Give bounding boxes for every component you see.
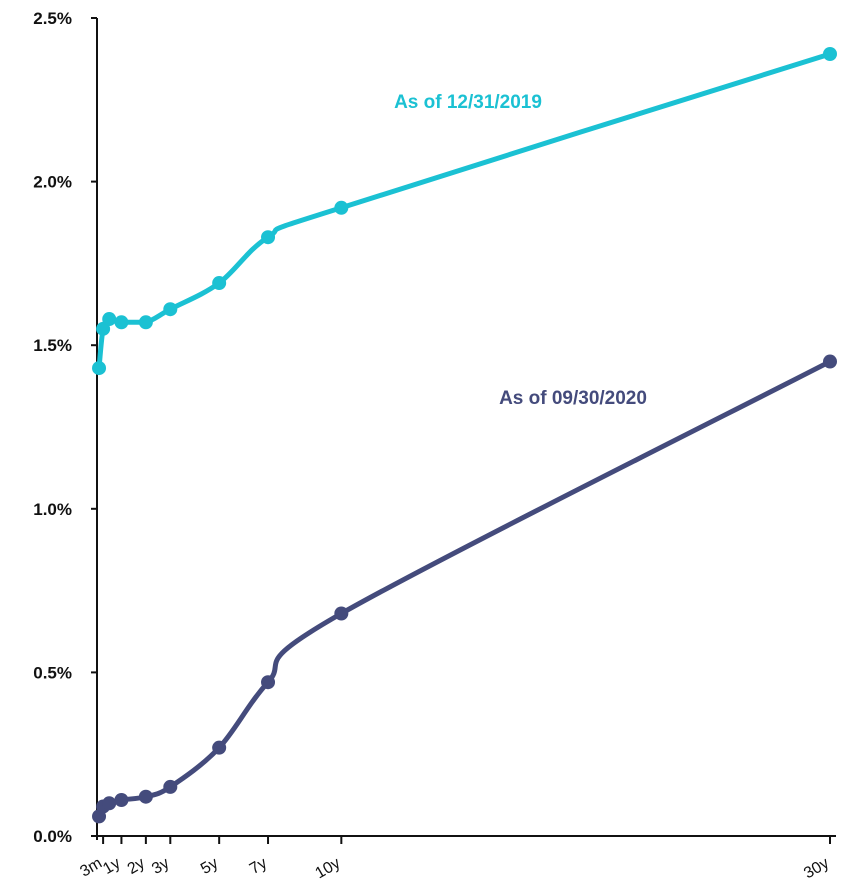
data-point <box>114 315 129 330</box>
y-tick-label: 2.5% <box>33 9 72 28</box>
y-tick-label: 1.5% <box>33 336 72 355</box>
data-point <box>114 793 129 808</box>
series-layer <box>92 46 837 824</box>
x-tick-label: 30y <box>801 855 832 883</box>
series-line <box>96 359 833 819</box>
data-point <box>261 675 276 690</box>
data-point <box>823 46 837 61</box>
data-point <box>138 789 153 804</box>
data-point <box>92 361 107 376</box>
x-tick-label: 2y <box>125 855 148 878</box>
y-tick-label: 0.0% <box>33 827 72 846</box>
y-tick-label: 0.5% <box>33 663 72 682</box>
data-point <box>334 200 349 215</box>
data-point <box>212 740 227 755</box>
x-tick-label: 10y <box>312 855 343 883</box>
data-point <box>163 779 178 794</box>
data-point <box>212 276 227 291</box>
data-point <box>102 796 117 811</box>
data-point <box>261 230 276 245</box>
data-point <box>823 354 837 369</box>
x-tick-label: 3m <box>77 855 105 881</box>
x-tick-label: 7y <box>247 855 270 878</box>
x-tick-label: 5y <box>198 855 221 878</box>
data-point <box>102 312 117 327</box>
x-tick-label: 3y <box>149 855 172 878</box>
data-point <box>138 315 153 330</box>
data-point <box>163 302 178 317</box>
y-tick-label: 2.0% <box>33 173 72 192</box>
series-labels: As of 12/31/2019 As of 09/30/2020 <box>394 92 647 409</box>
series-label: As of 09/30/2020 <box>499 388 647 409</box>
y-tick-label: 1.0% <box>33 500 72 519</box>
x-tick-label: 1y <box>100 855 123 878</box>
data-point <box>334 606 349 621</box>
series-label: As of 12/31/2019 <box>394 92 542 113</box>
